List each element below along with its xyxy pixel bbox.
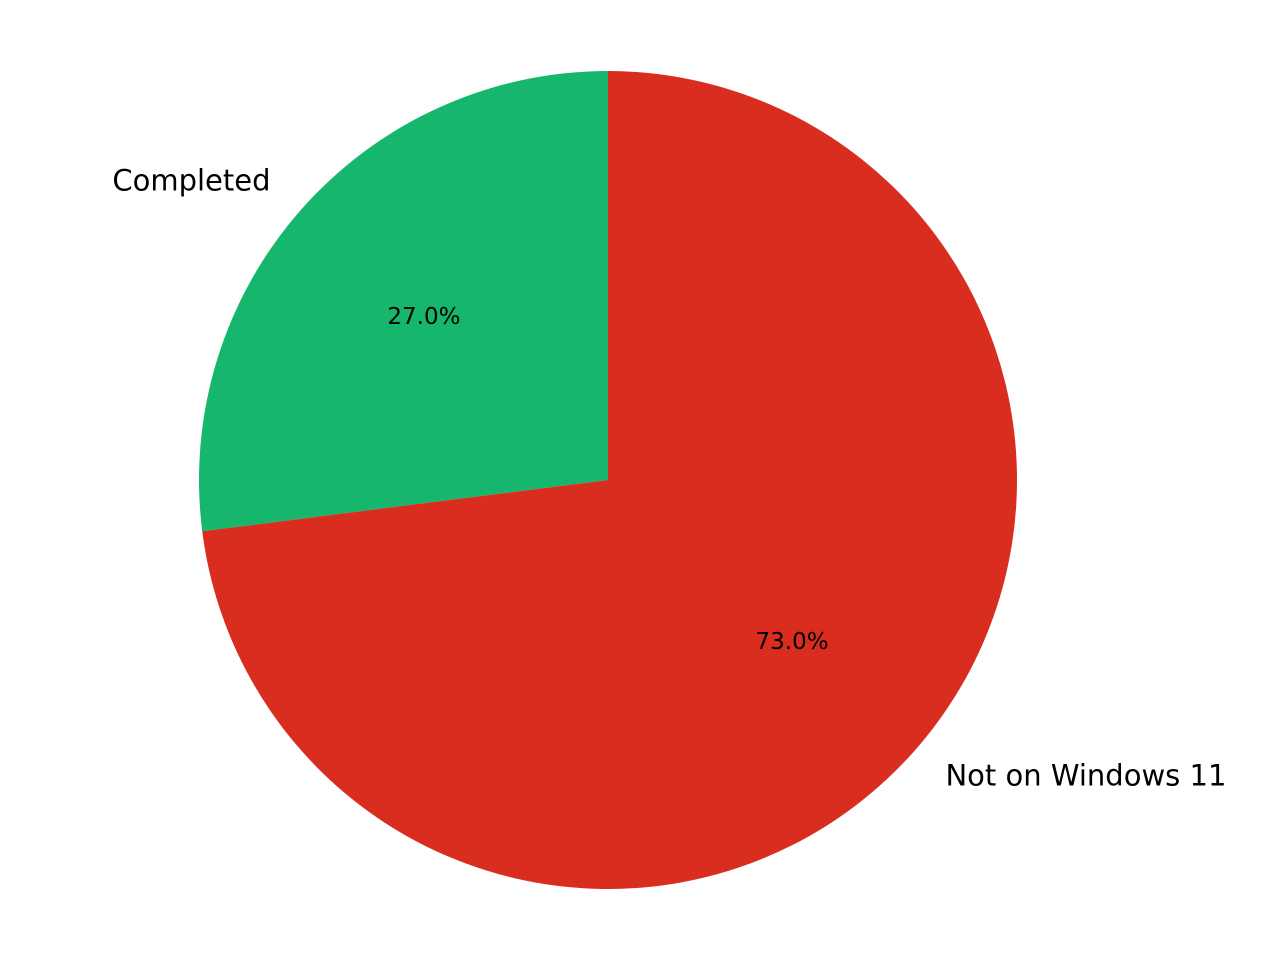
slice-label: Not on Windows 11: [945, 759, 1226, 793]
pie-slice: [199, 71, 608, 532]
slice-percentage: 27.0%: [387, 304, 460, 330]
pie-slice: [202, 71, 1017, 889]
slice-percentage: 73.0%: [756, 629, 829, 655]
slice-label: Completed: [112, 163, 270, 197]
